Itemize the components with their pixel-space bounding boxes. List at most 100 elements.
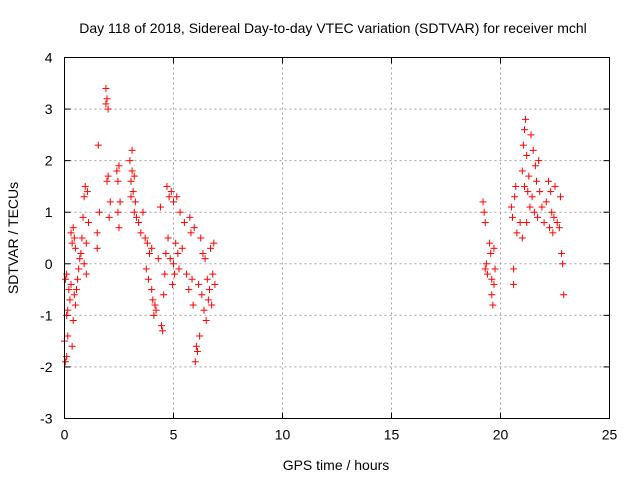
data-point bbox=[74, 275, 82, 283]
data-point bbox=[205, 286, 213, 294]
data-point bbox=[538, 203, 546, 211]
data-point bbox=[164, 234, 172, 242]
data-point bbox=[187, 229, 195, 237]
data-point bbox=[199, 249, 207, 257]
data-point bbox=[170, 198, 177, 206]
data-point bbox=[116, 198, 124, 206]
data-point bbox=[513, 229, 521, 237]
data-point bbox=[490, 280, 498, 288]
plot-frame bbox=[64, 57, 610, 419]
data-point bbox=[144, 275, 152, 283]
chart-title: Day 118 of 2018, Sidereal Day-to-day VTE… bbox=[79, 20, 587, 36]
data-point bbox=[62, 358, 70, 366]
data-point bbox=[508, 213, 516, 221]
data-point bbox=[487, 249, 495, 257]
data-point bbox=[70, 234, 78, 242]
data-point bbox=[548, 208, 556, 216]
data-point bbox=[95, 208, 103, 216]
data-point bbox=[84, 219, 92, 227]
data-point bbox=[71, 244, 79, 252]
data-point bbox=[83, 188, 91, 196]
data-point bbox=[480, 208, 488, 216]
data-point bbox=[148, 286, 156, 294]
data-point bbox=[209, 270, 217, 278]
y-tick-label: 0 bbox=[45, 256, 53, 272]
data-point bbox=[186, 213, 194, 221]
data-point bbox=[198, 291, 206, 299]
data-point bbox=[490, 244, 498, 252]
data-point bbox=[481, 265, 489, 273]
data-point bbox=[80, 193, 88, 201]
data-point bbox=[126, 157, 134, 165]
data-point bbox=[174, 249, 182, 257]
data-point bbox=[128, 167, 136, 175]
data-point bbox=[558, 249, 566, 257]
data-point bbox=[132, 213, 140, 221]
data-point bbox=[201, 255, 209, 263]
data-point bbox=[523, 151, 531, 159]
data-point bbox=[154, 255, 162, 263]
data-point bbox=[551, 182, 559, 190]
data-point bbox=[507, 203, 515, 211]
data-point bbox=[130, 172, 138, 180]
data-point bbox=[78, 234, 86, 242]
data-point bbox=[520, 126, 528, 134]
data-point bbox=[64, 306, 72, 314]
data-point bbox=[510, 280, 518, 288]
data-point bbox=[127, 193, 135, 201]
data-point bbox=[523, 219, 531, 227]
data-point bbox=[528, 193, 536, 201]
x-tick-label: 25 bbox=[602, 427, 618, 443]
data-point bbox=[556, 193, 564, 201]
data-point bbox=[82, 270, 90, 278]
data-point bbox=[171, 270, 179, 278]
data-point bbox=[483, 270, 491, 278]
data-point bbox=[102, 100, 110, 108]
data-point bbox=[65, 286, 73, 294]
data-point bbox=[68, 342, 76, 350]
data-point bbox=[103, 95, 111, 103]
data-point bbox=[481, 219, 489, 227]
data-point bbox=[143, 239, 151, 247]
data-point bbox=[555, 224, 563, 232]
x-tick-label: 15 bbox=[384, 427, 400, 443]
data-point bbox=[175, 265, 183, 273]
data-point bbox=[195, 280, 203, 288]
data-point bbox=[106, 198, 114, 206]
y-tick-label: -2 bbox=[40, 359, 53, 375]
data-point bbox=[193, 347, 201, 355]
data-point bbox=[512, 182, 520, 190]
data-point bbox=[130, 208, 138, 216]
data-point bbox=[208, 301, 216, 309]
data-point bbox=[75, 265, 83, 273]
data-point bbox=[93, 229, 101, 237]
data-point bbox=[210, 239, 218, 247]
data-point bbox=[69, 317, 77, 325]
data-point bbox=[104, 105, 112, 113]
y-axis-label: SDTVAR / TECUs bbox=[5, 182, 21, 294]
data-point bbox=[542, 198, 550, 206]
data-point bbox=[163, 182, 171, 190]
data-point bbox=[488, 275, 496, 283]
data-point bbox=[489, 301, 497, 309]
data-point bbox=[188, 275, 196, 283]
data-point bbox=[165, 193, 173, 201]
data-point bbox=[69, 224, 77, 232]
data-point bbox=[105, 213, 113, 221]
data-point bbox=[549, 229, 557, 237]
data-point bbox=[202, 317, 210, 325]
data-point bbox=[482, 260, 490, 268]
data-point bbox=[172, 239, 180, 247]
data-point bbox=[519, 141, 527, 149]
data-point bbox=[191, 358, 199, 366]
data-point bbox=[102, 84, 110, 92]
data-point bbox=[161, 270, 169, 278]
y-tick-label: 4 bbox=[45, 50, 53, 66]
data-point bbox=[129, 188, 137, 196]
data-point bbox=[511, 193, 519, 201]
data-point bbox=[535, 157, 543, 165]
data-point bbox=[62, 275, 70, 283]
data-point bbox=[516, 219, 524, 227]
data-point bbox=[534, 213, 542, 221]
data-point bbox=[190, 224, 198, 232]
